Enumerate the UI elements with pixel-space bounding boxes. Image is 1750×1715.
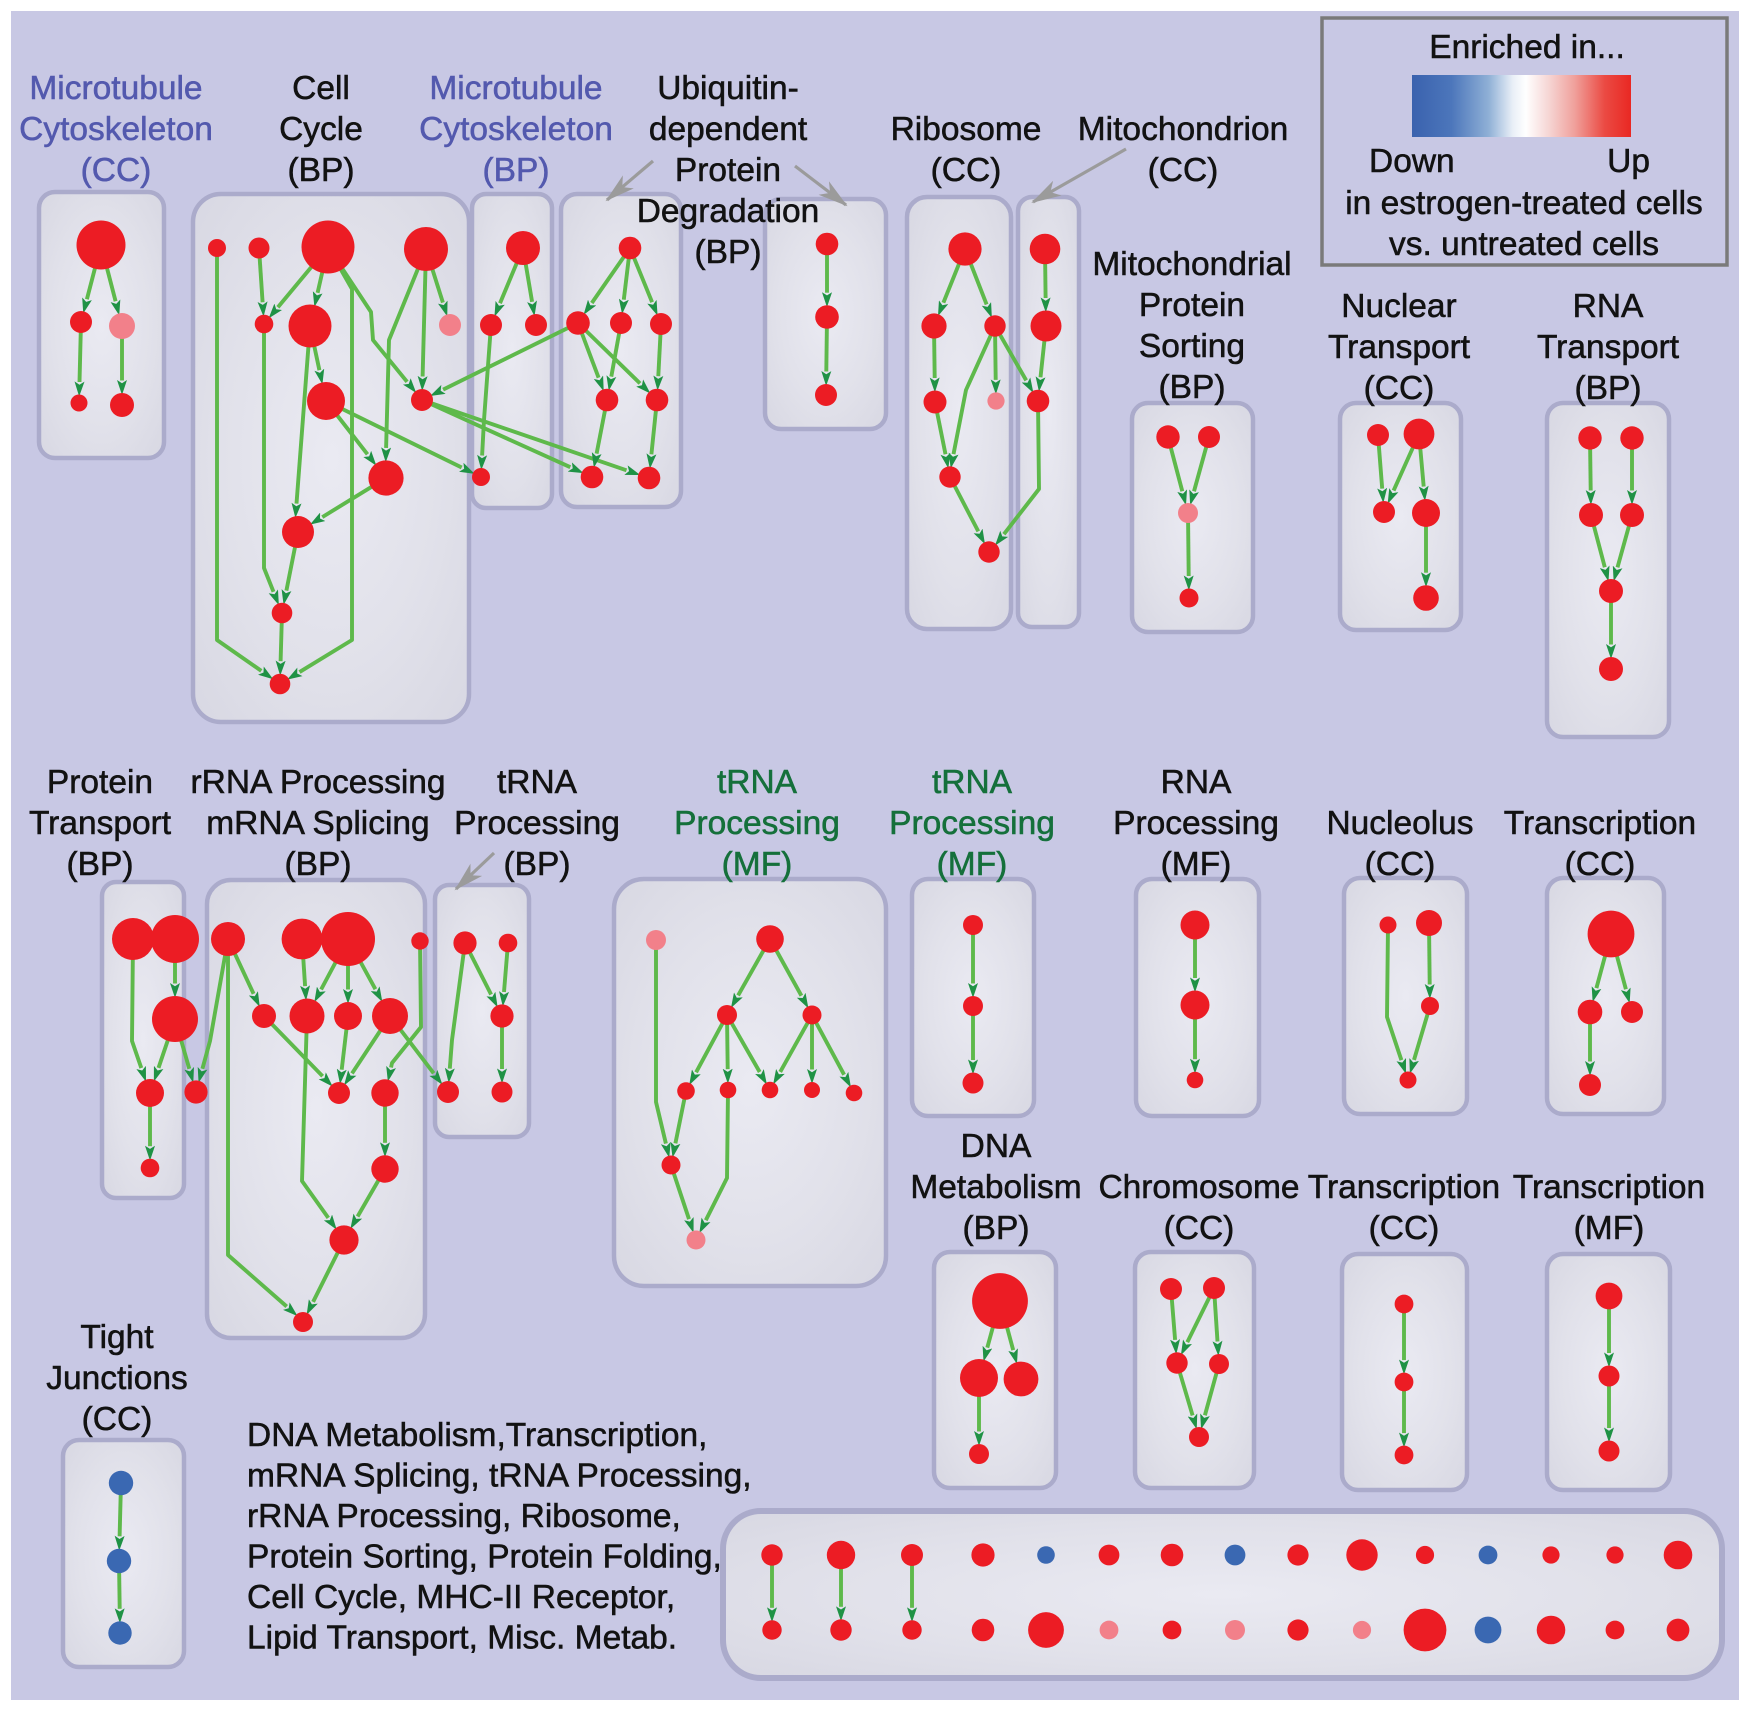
svg-text:in estrogen-treated cells: in estrogen-treated cells	[1345, 185, 1703, 222]
svg-text:(BP): (BP)	[1159, 369, 1226, 406]
svg-text:tRNA: tRNA	[932, 764, 1013, 801]
svg-text:(MF): (MF)	[937, 846, 1008, 883]
svg-text:RNA: RNA	[1573, 288, 1644, 325]
svg-text:Cytoskeleton: Cytoskeleton	[19, 111, 213, 148]
svg-text:(CC): (CC)	[1365, 846, 1436, 883]
svg-text:Metabolism: Metabolism	[910, 1169, 1081, 1206]
svg-text:vs. untreated cells: vs. untreated cells	[1389, 226, 1659, 263]
svg-text:Processing: Processing	[674, 805, 840, 842]
svg-text:Protein: Protein	[675, 152, 781, 189]
svg-text:Nuclear: Nuclear	[1341, 288, 1456, 325]
svg-text:rRNA Processing, Ribosome,: rRNA Processing, Ribosome,	[247, 1498, 681, 1535]
svg-text:Processing: Processing	[889, 805, 1055, 842]
svg-text:Processing: Processing	[1113, 805, 1279, 842]
svg-text:Protein: Protein	[47, 764, 153, 801]
svg-text:Transcription: Transcription	[1513, 1169, 1705, 1206]
svg-text:Processing: Processing	[454, 805, 620, 842]
svg-text:(MF): (MF)	[722, 846, 793, 883]
svg-text:(MF): (MF)	[1574, 1210, 1645, 1247]
svg-text:Protein Sorting, Protein Foldi: Protein Sorting, Protein Folding,	[247, 1539, 722, 1576]
svg-text:(CC): (CC)	[1164, 1210, 1235, 1247]
svg-text:Microtubule: Microtubule	[29, 70, 202, 107]
svg-text:Cell: Cell	[292, 70, 350, 107]
svg-text:Transcription: Transcription	[1308, 1169, 1500, 1206]
svg-text:tRNA: tRNA	[497, 764, 578, 801]
svg-text:(BP): (BP)	[695, 234, 762, 271]
svg-text:Transport: Transport	[1328, 329, 1471, 366]
svg-text:Up: Up	[1607, 143, 1650, 180]
svg-text:Microtubule: Microtubule	[429, 70, 602, 107]
svg-text:dependent: dependent	[649, 111, 808, 148]
svg-text:RNA: RNA	[1161, 764, 1232, 801]
svg-text:mRNA Splicing, tRNA Processing: mRNA Splicing, tRNA Processing,	[247, 1458, 752, 1495]
svg-text:Lipid Transport, Misc. Metab.: Lipid Transport, Misc. Metab.	[247, 1620, 677, 1657]
svg-text:Cell Cycle, MHC-II Receptor,: Cell Cycle, MHC-II Receptor,	[247, 1579, 675, 1616]
svg-text:Sorting: Sorting	[1139, 328, 1245, 365]
svg-text:(BP): (BP)	[963, 1210, 1030, 1247]
svg-text:Degradation: Degradation	[637, 193, 820, 230]
svg-text:Nucleolus: Nucleolus	[1326, 805, 1473, 842]
svg-text:(CC): (CC)	[1565, 846, 1636, 883]
svg-text:Mitochondrion: Mitochondrion	[1078, 111, 1288, 148]
svg-text:tRNA: tRNA	[717, 764, 798, 801]
svg-text:(CC): (CC)	[1148, 152, 1219, 189]
svg-text:Mitochondrial: Mitochondrial	[1092, 246, 1291, 283]
svg-text:Transport: Transport	[29, 805, 172, 842]
svg-text:(BP): (BP)	[1575, 370, 1642, 407]
svg-text:Cytoskeleton: Cytoskeleton	[419, 111, 613, 148]
svg-text:Cycle: Cycle	[279, 111, 363, 148]
svg-text:(CC): (CC)	[81, 152, 152, 189]
svg-text:Chromosome: Chromosome	[1098, 1169, 1299, 1206]
svg-text:Transport: Transport	[1537, 329, 1680, 366]
svg-text:(CC): (CC)	[931, 152, 1002, 189]
svg-text:Junctions: Junctions	[46, 1360, 188, 1397]
svg-text:(BP): (BP)	[483, 152, 550, 189]
svg-text:Tight: Tight	[80, 1319, 154, 1356]
svg-text:Enriched in...: Enriched in...	[1429, 29, 1625, 66]
svg-text:(CC): (CC)	[82, 1401, 153, 1438]
svg-text:Protein: Protein	[1139, 287, 1245, 324]
svg-text:Ubiquitin-: Ubiquitin-	[657, 70, 799, 107]
svg-text:(MF): (MF)	[1161, 846, 1232, 883]
svg-text:(BP): (BP)	[67, 846, 134, 883]
svg-text:DNA Metabolism,Transcription,: DNA Metabolism,Transcription,	[247, 1417, 707, 1454]
svg-text:DNA: DNA	[961, 1128, 1032, 1165]
svg-text:(BP): (BP)	[504, 846, 571, 883]
svg-text:Down: Down	[1369, 143, 1455, 180]
svg-text:rRNA Processing: rRNA Processing	[190, 764, 445, 801]
svg-text:(CC): (CC)	[1369, 1210, 1440, 1247]
svg-text:(BP): (BP)	[285, 846, 352, 883]
svg-text:mRNA Splicing: mRNA Splicing	[206, 805, 429, 842]
svg-text:Ribosome: Ribosome	[891, 111, 1042, 148]
svg-text:Transcription: Transcription	[1504, 805, 1696, 842]
svg-text:(CC): (CC)	[1364, 370, 1435, 407]
svg-text:(BP): (BP)	[288, 152, 355, 189]
